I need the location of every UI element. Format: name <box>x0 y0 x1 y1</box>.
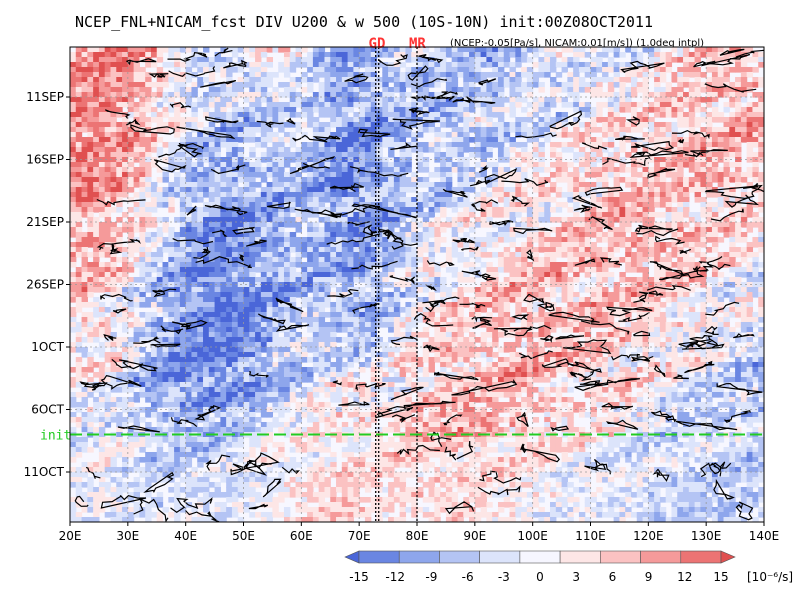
y-tick-label: 1OCT <box>31 340 64 354</box>
colorbar-segment <box>398 550 440 564</box>
colorbar-segment <box>640 550 682 564</box>
colorbar-tick-label: -9 <box>425 570 437 584</box>
colorbar: -15 -12 -9 -6 -3 0 3 6 9 12 15 [10⁻⁶/s] <box>344 550 793 584</box>
x-tick-label: 100E <box>517 529 548 543</box>
colorbar-tick-label: 15 <box>713 570 728 584</box>
y-tick-label: 6OCT <box>31 403 64 417</box>
colorbar-segment <box>559 550 601 564</box>
x-tick-label: 110E <box>575 529 606 543</box>
colorbar-tick-label: 3 <box>572 570 580 584</box>
y-tick-label: 11SEP <box>26 90 64 104</box>
x-tick-label: 50E <box>232 529 255 543</box>
chart-title: NCEP_FNL+NICAM_fcst DIV U200 & w 500 (10… <box>75 13 653 31</box>
x-tick-label: 40E <box>174 529 197 543</box>
x-tick-label: 60E <box>290 529 313 543</box>
colorbar-segment <box>439 550 480 564</box>
colorbar-tick-label: 0 <box>536 570 544 584</box>
x-tick-label: 70E <box>348 529 371 543</box>
y-tick-label: 26SEP <box>26 278 64 292</box>
x-tick-label: 130E <box>691 529 722 543</box>
x-tick-label: 20E <box>59 529 82 543</box>
y-tick-label: 21SEP <box>26 215 64 229</box>
y-tick-label: 16SEP <box>26 153 64 167</box>
colorbar-segment <box>519 550 561 564</box>
y-axis: 11SEP 16SEP 21SEP 26SEP 1OCT 6OCT 11OCT <box>24 90 70 479</box>
colorbar-segment <box>600 550 641 564</box>
grid-lines <box>70 47 764 522</box>
colorbar-segment <box>344 550 360 564</box>
x-axis: 20E 30E 40E 50E 60E 70E 80E 90E 100E 110E 120E 130E… <box>59 522 780 543</box>
colorbar-tick-label: -6 <box>462 570 474 584</box>
colorbar-unit: [10⁻⁶/s] <box>747 570 793 584</box>
overlay-lines: GD MR init <box>40 36 764 522</box>
x-tick-label: 140E <box>749 529 780 543</box>
marker-label-mr: MR <box>409 36 426 52</box>
omega-contours <box>74 47 764 522</box>
y-tick-label: 11OCT <box>24 465 65 479</box>
colorbar-segment <box>358 550 400 564</box>
colorbar-segment <box>479 550 521 564</box>
chart-subtitle: (NCEP:-0.05[Pa/s], NICAM:0.01[m/s]) (1.0… <box>450 38 704 49</box>
colorbar-segment <box>720 550 736 564</box>
colorbar-tick-label: -12 <box>385 570 405 584</box>
x-tick-label: 30E <box>116 529 139 543</box>
colorbar-tick-label: -15 <box>349 570 369 584</box>
colorbar-tick-label: 6 <box>609 570 617 584</box>
x-tick-label: 80E <box>406 529 429 543</box>
marker-label-gd: GD <box>369 36 386 52</box>
colorbar-tick-label: 12 <box>677 570 692 584</box>
colorbar-tick-label: -3 <box>498 570 510 584</box>
init-label: init <box>40 429 71 444</box>
colorbar-segment <box>680 550 722 564</box>
x-tick-label: 90E <box>463 529 486 543</box>
colorbar-tick-label: 9 <box>645 570 653 584</box>
x-tick-label: 120E <box>633 529 664 543</box>
